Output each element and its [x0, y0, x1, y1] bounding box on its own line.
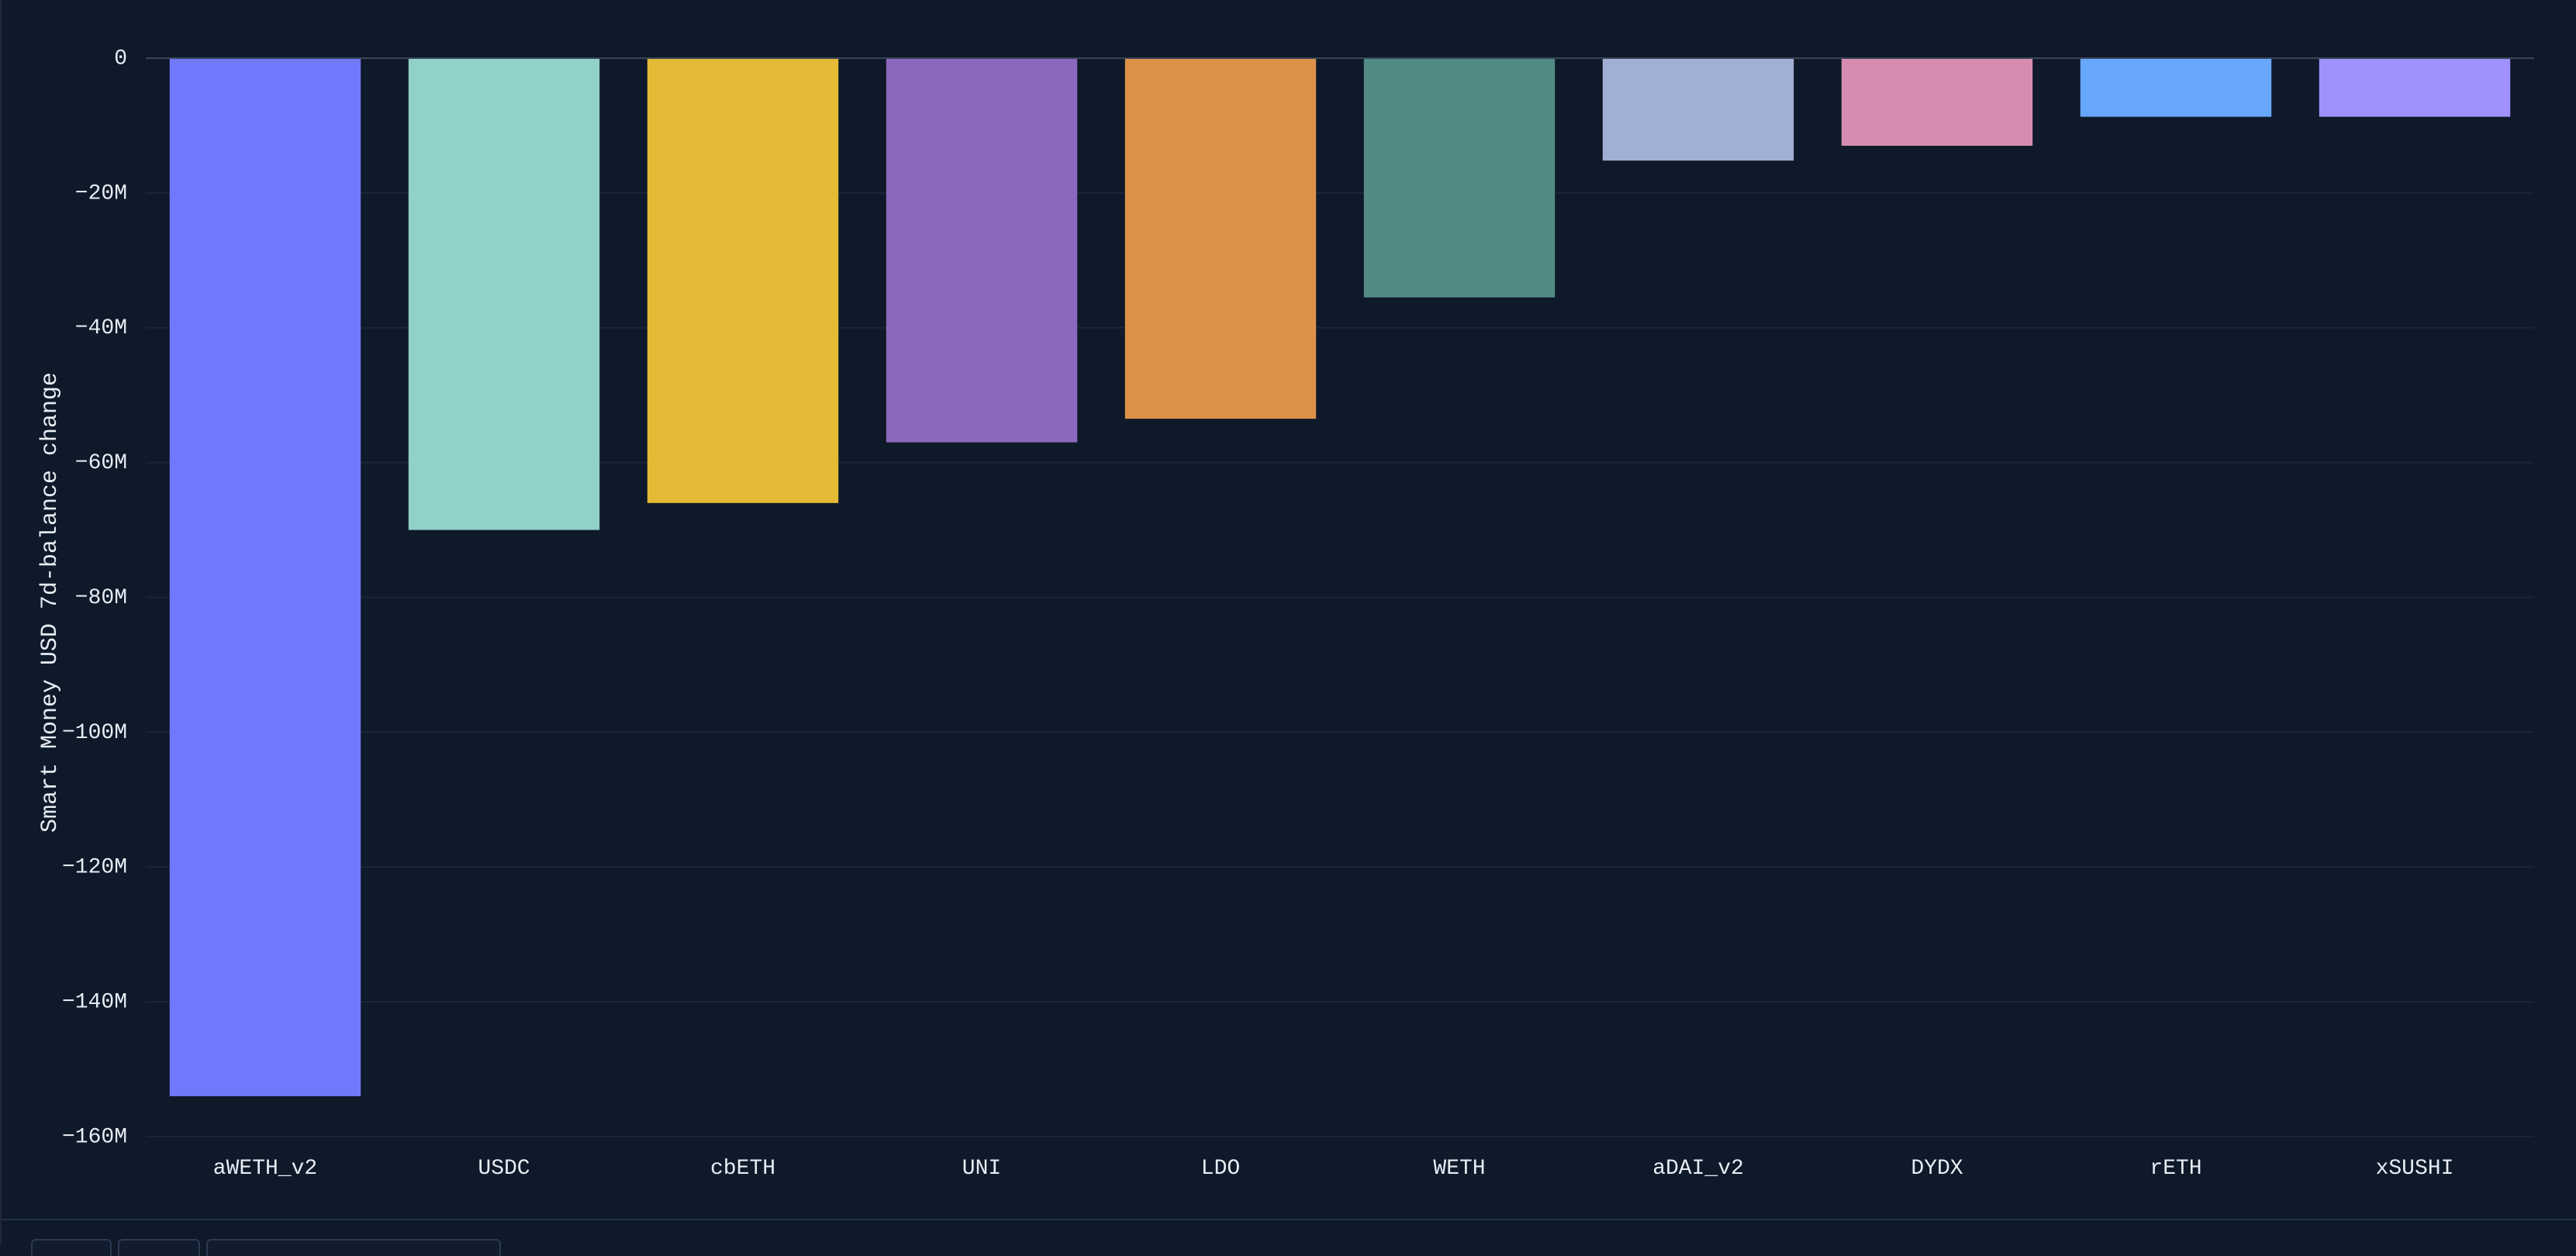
y-tick-label: −20M [75, 181, 127, 205]
y-axis-title: Smart Money USD 7d-balance change [37, 372, 64, 833]
bar-aWETH_v2[interactable] [169, 58, 361, 1096]
x-tick-label: aWETH_v2 [213, 1157, 317, 1181]
bar-chart: 0 −20M −40M −60M −80M −100M −120M −140M −160M aW… [37, 47, 2534, 1181]
x-tick-label: UNI [962, 1157, 1001, 1181]
y-tick-label: −40M [75, 316, 127, 340]
x-axis-ticks: aWETH_v2 USDC cbETH UNI LDO WETH aDAI_v2 DYDX rE… [213, 1157, 2454, 1181]
y-tick-label: −140M [62, 991, 127, 1015]
x-tick-label: rETH [2150, 1157, 2201, 1181]
x-tick-label: xSUSHI [2376, 1157, 2454, 1181]
y-axis-ticks: 0 −20M −40M −60M −80M −100M −120M −140M −160M [62, 47, 127, 1149]
x-tick-label: aDAI_v2 [1652, 1157, 1744, 1181]
toolbar-tab[interactable] [31, 1239, 112, 1256]
bars [169, 58, 2511, 1096]
bar-USDC[interactable] [408, 58, 600, 530]
y-tick-label: −60M [75, 451, 127, 475]
bar-WETH[interactable] [1363, 58, 1556, 298]
y-tick-label: −80M [75, 586, 127, 610]
y-tick-label: −120M [62, 856, 127, 880]
bar-LDO[interactable] [1124, 58, 1317, 419]
toolbar-tab[interactable] [206, 1239, 501, 1256]
bar-aDAI_v2[interactable] [1602, 58, 1794, 161]
x-tick-label: cbETH [710, 1157, 775, 1181]
y-tick-label: 0 [114, 47, 127, 71]
bar-UNI[interactable] [886, 58, 1078, 443]
bar-xSUSHI[interactable] [2319, 58, 2511, 117]
y-tick-label: −100M [62, 721, 127, 745]
bar-DYDX[interactable] [1841, 58, 2033, 147]
x-tick-label: WETH [1433, 1157, 1485, 1181]
toolbar-tab[interactable] [118, 1239, 200, 1256]
x-tick-label: USDC [478, 1157, 530, 1181]
x-tick-label: DYDX [1911, 1157, 1963, 1181]
x-tick-label: LDO [1201, 1157, 1240, 1181]
bar-rETH[interactable] [2080, 58, 2272, 117]
bottom-toolbar [2, 1219, 2576, 1256]
y-tick-label: −160M [62, 1125, 127, 1149]
bar-cbETH[interactable] [647, 58, 839, 503]
